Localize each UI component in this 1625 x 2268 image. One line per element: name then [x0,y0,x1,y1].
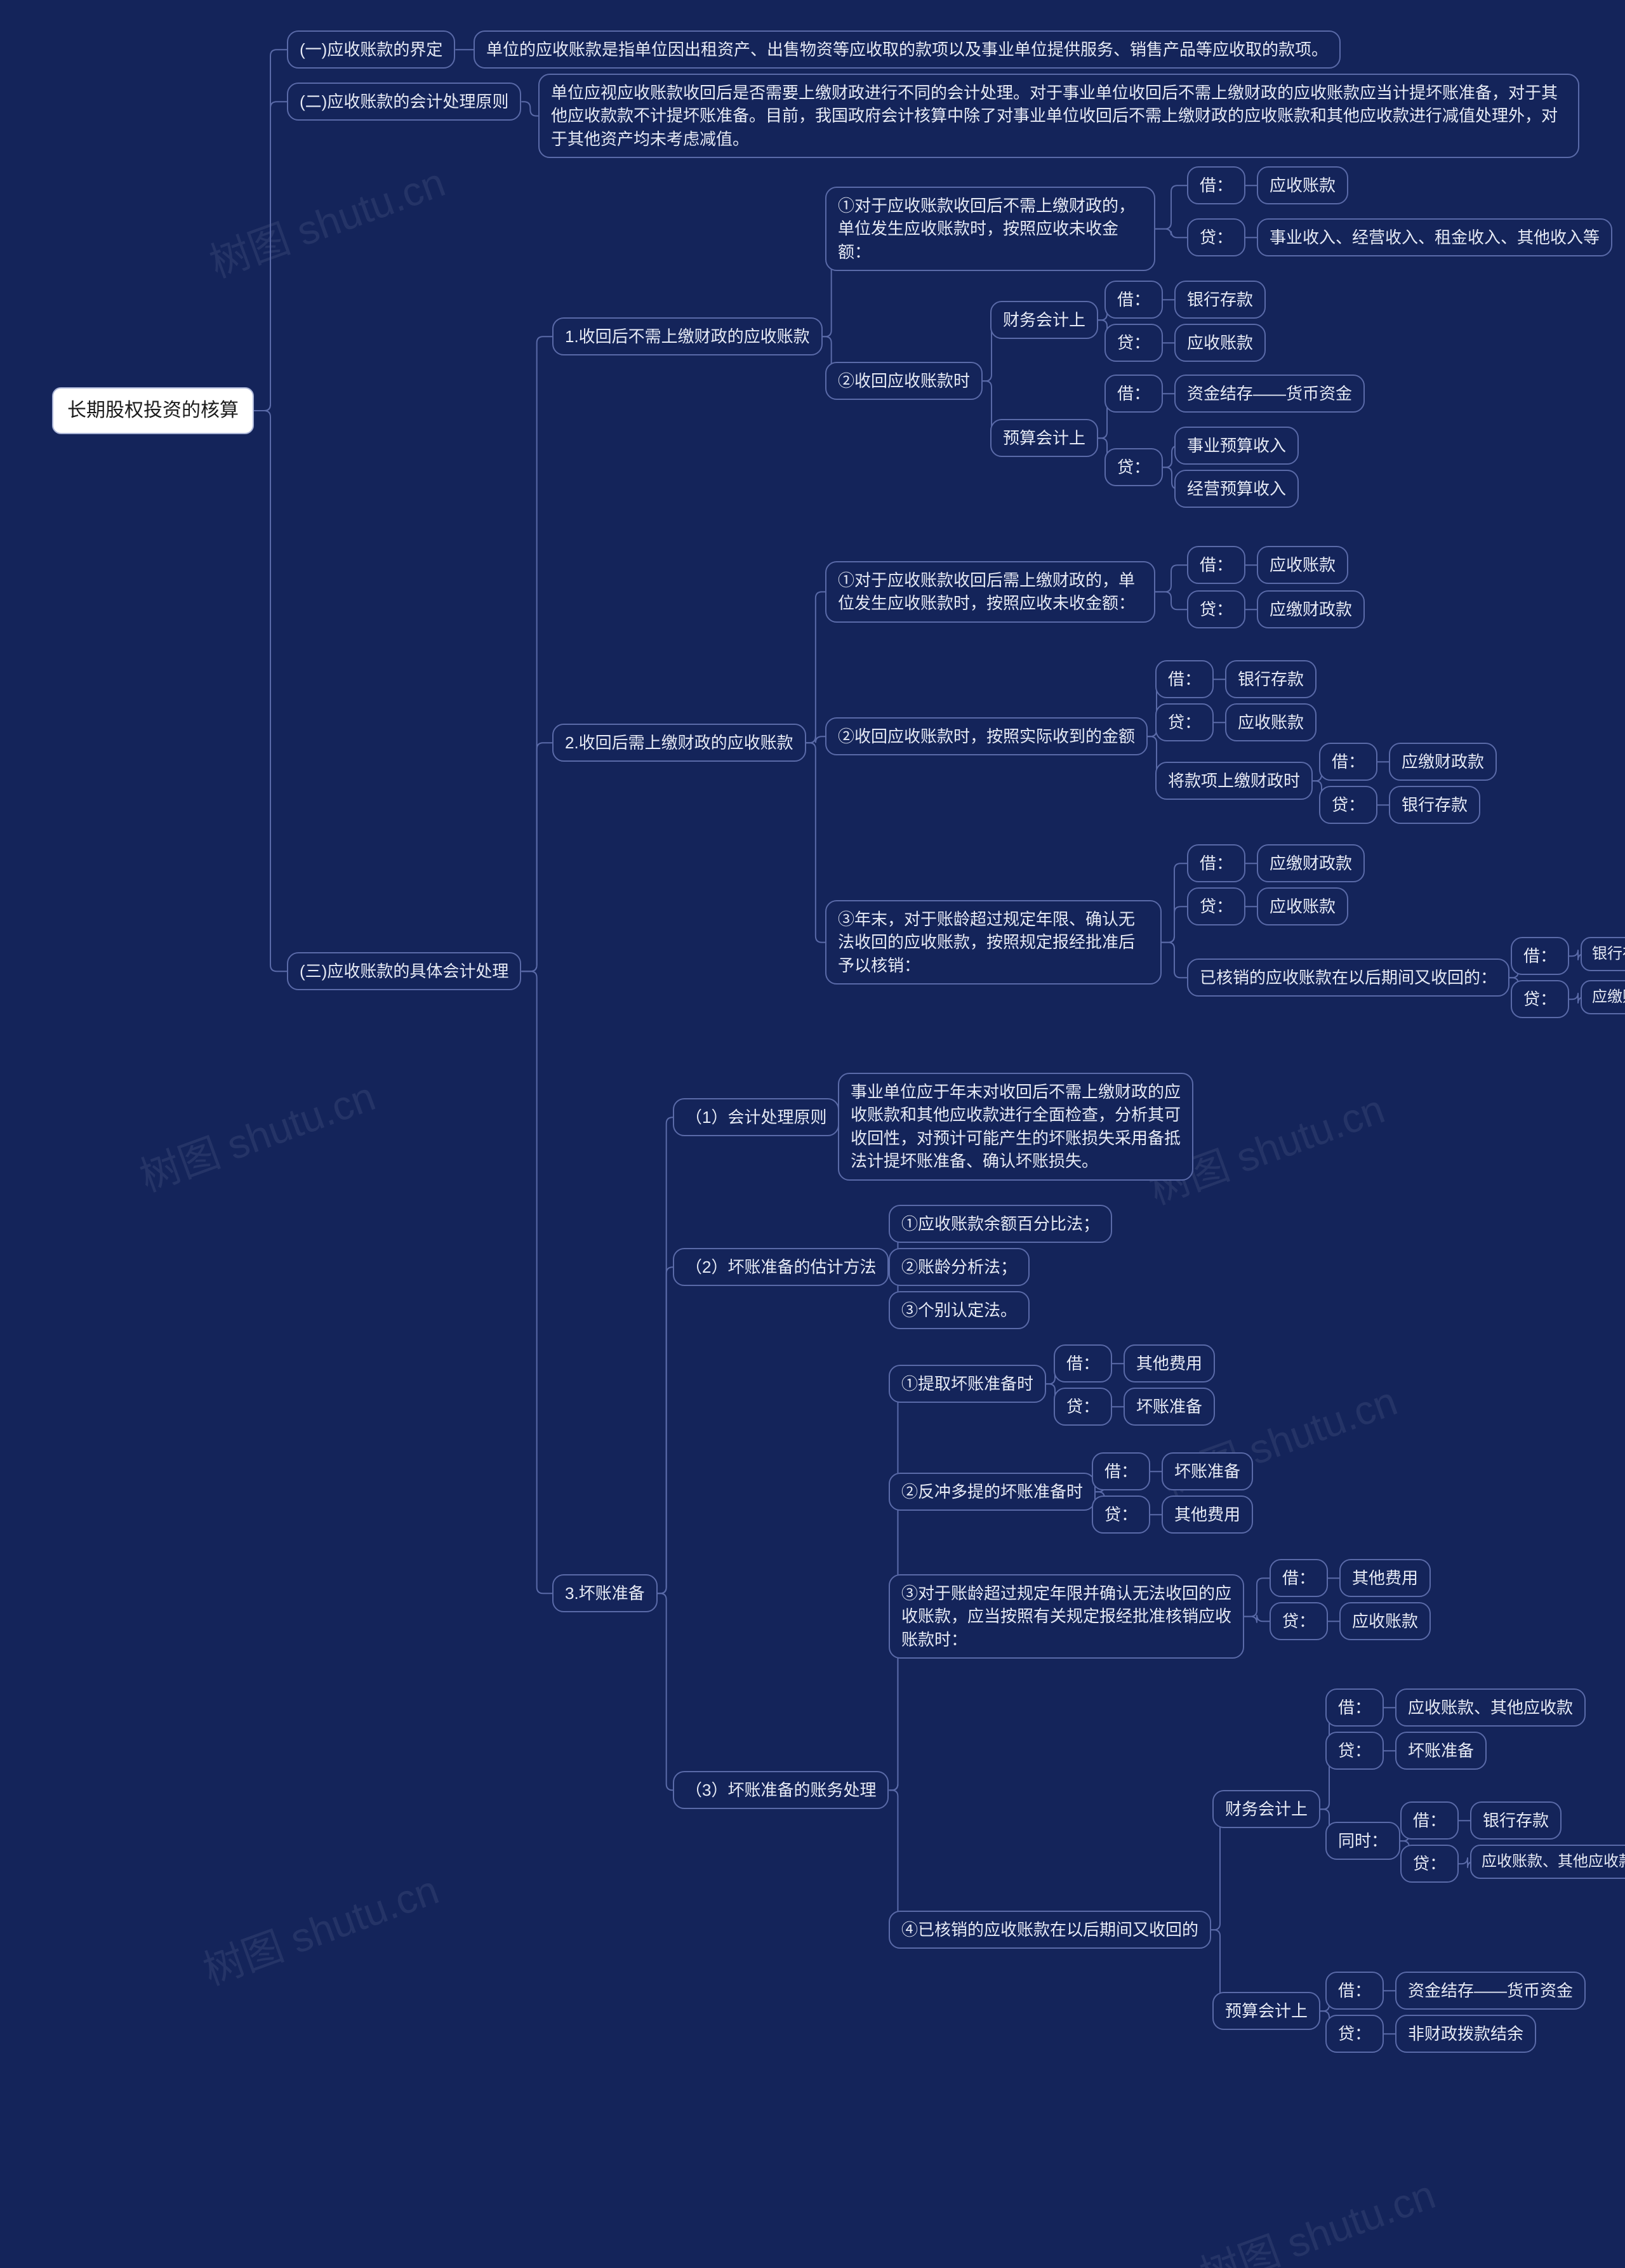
node-c1a_jv: 应收账款 [1257,166,1348,204]
node-c3c2jv: 坏账准备 [1162,1452,1253,1490]
node-c3c4ftjv: 银行存款 [1470,1801,1562,1840]
node-c2c_j: 借： [1187,844,1245,882]
node-s3: (三)应收账款的具体会计处理 [287,952,521,990]
node-c3c4fd: 贷： [1325,1732,1384,1770]
node-c3c4ftd: 贷： [1400,1845,1459,1883]
node-c3c2: ②反冲多提的坏账准备时 [889,1473,1096,1511]
node-c3c4fj: 借： [1325,1688,1384,1727]
node-c2b_j2dv: 银行存款 [1389,786,1480,824]
node-c2a_j: 借： [1187,546,1245,584]
node-c2: 2.收回后需上缴财政的应收账款 [552,724,806,762]
node-c1b_fd: 贷： [1104,324,1163,362]
node-c3c3jv: 其他费用 [1339,1559,1431,1597]
node-c1b_f: 财务会计上 [990,301,1098,339]
node-root: 长期股权投资的核算 [52,387,254,434]
node-c3c4ftj: 借： [1400,1801,1459,1840]
node-s1: (一)应收账款的界定 [287,30,455,69]
node-c3c3j: 借： [1270,1559,1328,1597]
node-c2b_j2d: 贷： [1319,786,1377,824]
node-c3c1dv: 坏账准备 [1124,1388,1215,1426]
node-c3c: （3）坏账准备的账务处理 [673,1771,889,1809]
node-c3c3d: 贷： [1270,1602,1328,1640]
node-c3b2: ②账龄分析法； [889,1248,1030,1286]
node-c2c_dv: 应收账款 [1257,887,1348,925]
watermark: 树图 shutu.cn [201,150,452,289]
node-c1b_fjv: 银行存款 [1174,281,1266,319]
node-c1a_d: 贷： [1187,218,1245,256]
node-c1b_yd1: 事业预算收入 [1174,427,1299,465]
node-c2c_d: 贷： [1187,887,1245,925]
watermark: 树图 shutu.cn [1191,2162,1442,2268]
node-c2b_d: 贷： [1155,703,1214,741]
node-c1: 1.收回后不需上缴财政的应收账款 [552,317,823,355]
node-c1b_yjv: 资金结存——货币资金 [1174,375,1365,413]
node-c3c4yjv: 资金结存——货币资金 [1395,1972,1586,2010]
node-c2a_jv: 应收账款 [1257,546,1348,584]
node-c2c_rj: 借： [1511,937,1569,975]
node-c2b_j2: 将款项上缴财政时 [1155,762,1313,800]
node-c2c: ③年末，对于账龄超过规定年限、确认无法收回的应收账款，按照规定报经批准后予以核销… [825,900,1162,985]
node-c3c4yd: 贷： [1325,2015,1384,2053]
node-c3c2dv: 其他费用 [1162,1495,1253,1534]
node-c1b_fdv: 应收账款 [1174,324,1266,362]
node-s1d: 单位的应收账款是指单位因出租资产、出售物资等应收取的款项以及事业单位提供服务、销… [474,30,1341,69]
node-c2b_j: 借： [1155,660,1214,698]
node-c3c4yj: 借： [1325,1972,1384,2010]
node-c2b_j2j: 借： [1319,743,1377,781]
node-c2b: ②收回应收账款时，按照实际收到的金额 [825,717,1148,755]
node-c3c4ft: 同时： [1325,1822,1400,1860]
node-c1a: ①对于应收账款收回后不需上缴财政的，单位发生应收账款时，按照应收未收金额： [825,187,1155,271]
node-c1b_y: 预算会计上 [990,419,1098,457]
node-c2c_r: 已核销的应收账款在以后期间又收回的： [1187,958,1509,997]
node-c2b_jv: 银行存款 [1225,660,1317,698]
node-c3: 3.坏账准备 [552,1574,658,1612]
node-c2a_dv: 应缴财政款 [1257,590,1365,628]
node-c2c_rd: 贷： [1511,980,1569,1018]
node-c3c4fdv: 坏账准备 [1395,1732,1487,1770]
node-s2d: 单位应视应收账款收回后是否需要上缴财政进行不同的会计处理。对于事业单位收回后不需… [538,74,1579,158]
node-c3c4fjv: 应收账款、其他应收款 [1395,1688,1586,1727]
watermark: 树图 shutu.cn [194,1857,446,1996]
node-c3c1jv: 其他费用 [1124,1344,1215,1383]
node-s2: (二)应收账款的会计处理原则 [287,83,521,121]
node-c3b1: ①应收账款余额百分比法； [889,1205,1112,1243]
node-c3c3: ③对于账龄超过规定年限并确认无法收回的应收账款，应当按照有关规定报经批准核销应收… [889,1574,1244,1659]
node-c1a_dv: 事业收入、经营收入、租金收入、其他收入等 [1257,218,1612,256]
node-c3a: （1）会计处理原则 [673,1098,839,1136]
node-c3c4: ④已核销的应收账款在以后期间又收回的 [889,1911,1211,1949]
node-c3c2j: 借： [1092,1452,1150,1490]
node-c1b_yd2: 经营预算收入 [1174,470,1299,508]
node-c3c3dv: 应收账款 [1339,1602,1431,1640]
node-c1b_yj: 借： [1104,375,1163,413]
node-c3c4y: 预算会计上 [1212,1992,1320,2030]
node-c3a_d: 事业单位应于年末对收回后不需上缴财政的应收账款和其他应收款进行全面检查，分析其可… [838,1073,1193,1181]
node-c2b_dv: 应收账款 [1225,703,1317,741]
node-c3c1d: 贷： [1054,1388,1112,1426]
node-c1b_yd: 贷： [1104,448,1163,486]
watermark: 树图 shutu.cn [131,1064,382,1203]
node-c2c_jv: 应缴财政款 [1257,844,1365,882]
node-c2a: ①对于应收账款收回后需上缴财政的，单位发生应收账款时，按照应收未收金额： [825,561,1155,623]
node-c2b_j2jv: 应缴财政款 [1389,743,1497,781]
node-c3c4ftdv: 应收账款、其他应收款 [1470,1845,1625,1879]
node-c3c2d: 贷： [1092,1495,1150,1534]
node-c3c4ydv: 非财政拨款结余 [1395,2015,1536,2053]
node-c3c4f: 财务会计上 [1212,1790,1320,1828]
node-c1a_j: 借： [1187,166,1245,204]
node-c3c1j: 借： [1054,1344,1112,1383]
node-c1b: ②收回应收账款时 [825,362,983,400]
node-c2a_d: 贷： [1187,590,1245,628]
node-c2c_rjv: 银行存款 [1581,937,1625,971]
node-c3c1: ①提取坏账准备时 [889,1365,1046,1403]
node-c2c_rdv: 应缴财政款 [1581,980,1625,1014]
node-c3b3: ③个别认定法。 [889,1291,1030,1329]
node-c1b_fj: 借： [1104,281,1163,319]
node-c3b: （2）坏账准备的估计方法 [673,1248,889,1286]
